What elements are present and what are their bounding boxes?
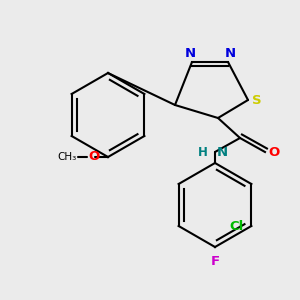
Text: N: N — [217, 146, 228, 158]
Text: N: N — [224, 47, 236, 60]
Text: O: O — [268, 146, 279, 158]
Text: CH₃: CH₃ — [58, 152, 77, 162]
Text: O: O — [88, 151, 100, 164]
Text: H: H — [198, 146, 208, 158]
Text: Cl: Cl — [229, 220, 243, 232]
Text: N: N — [184, 47, 196, 60]
Text: S: S — [252, 94, 262, 106]
Text: F: F — [210, 255, 220, 268]
